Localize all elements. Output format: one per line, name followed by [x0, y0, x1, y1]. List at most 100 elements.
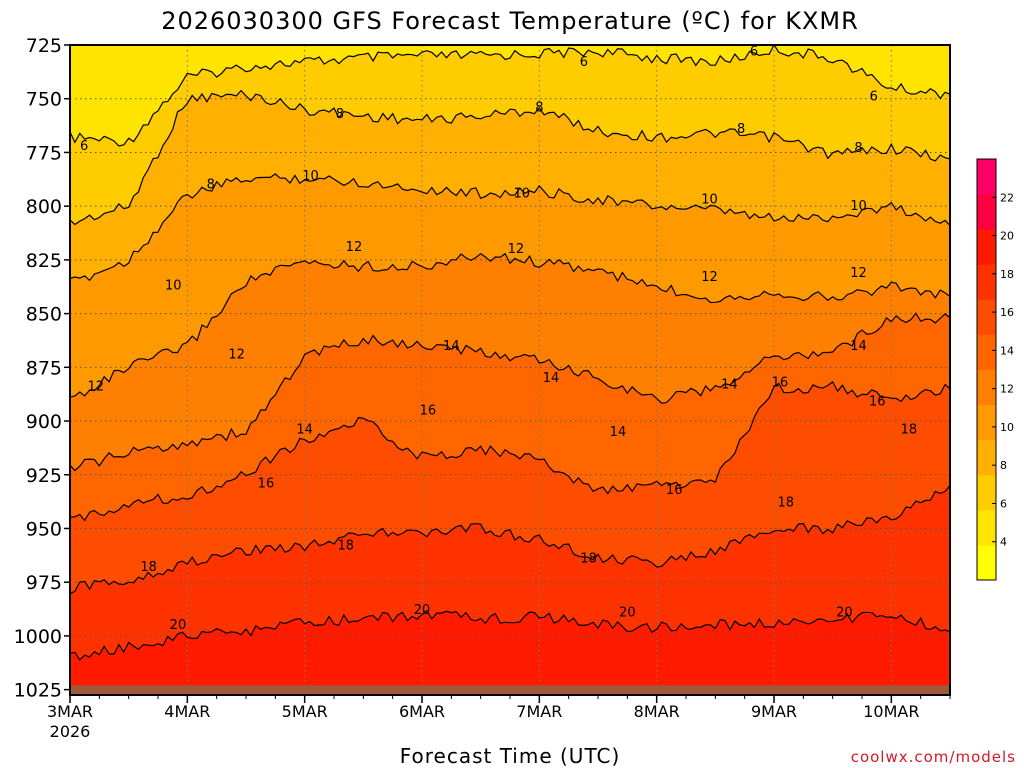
- colorbar: 4 6 8 10 12 14 16 18 20 22: [976, 158, 1014, 581]
- isotherm-label: 8: [207, 178, 215, 193]
- y-tick-label: 775: [26, 142, 62, 164]
- isotherm-label: 12: [346, 240, 363, 255]
- isotherm-label: 16: [420, 403, 437, 418]
- isotherm-label: 18: [901, 423, 918, 438]
- isotherm-label: 6: [750, 44, 758, 59]
- isotherm-label: 10: [513, 186, 530, 201]
- colorbar-swatch: [977, 369, 996, 406]
- isotherm-label: 14: [443, 339, 460, 354]
- colorbar-tick-label: 20: [1000, 230, 1014, 243]
- isotherm-label: 6: [580, 55, 588, 70]
- colorbar-swatch: [977, 439, 996, 476]
- isotherm-label: 16: [772, 375, 789, 390]
- colorbar-tick-label: 16: [1000, 306, 1014, 319]
- ground-surface: [70, 685, 950, 695]
- colorbar-swatch: [977, 544, 996, 581]
- isotherm-label: 20: [836, 605, 853, 620]
- x-tick-label: 8MAR: [634, 702, 680, 721]
- isotherm-label: 14: [721, 378, 738, 393]
- isotherm-label: 16: [258, 476, 275, 491]
- isotherm-label: 18: [140, 560, 157, 575]
- isotherm-label: 8: [737, 122, 745, 137]
- isotherm-label: 12: [508, 242, 525, 257]
- isotherm-label: 8: [535, 100, 543, 115]
- colorbar-swatch: [977, 264, 996, 300]
- isotherm-label: 12: [88, 380, 105, 395]
- colorbar-tick-label: 14: [1000, 344, 1014, 357]
- y-tick-label: 950: [26, 518, 62, 540]
- isotherm-label: 12: [228, 347, 245, 362]
- x-tick-label: 9MAR: [751, 702, 797, 721]
- colorbar-swatch: [977, 404, 996, 441]
- x-tick-label: 5MAR: [282, 702, 328, 721]
- temp-band-20: [70, 610, 950, 695]
- colorbar-swatch: [977, 474, 996, 511]
- x-tick-label: 7MAR: [516, 702, 562, 721]
- colorbar-tick-label: 12: [1000, 383, 1014, 396]
- x-tick-label: 4MAR: [164, 702, 210, 721]
- colorbar-swatch: [977, 194, 996, 230]
- isotherm-label: 14: [850, 339, 867, 354]
- grid-lines: [70, 44, 950, 695]
- colorbar-frame: [976, 158, 997, 581]
- colorbar-tick-label: 4: [1000, 536, 1007, 549]
- isotherm-label: 6: [870, 90, 878, 105]
- isotherm-label: 10: [165, 279, 182, 294]
- isotherm-6: [70, 45, 950, 147]
- isotherm-8: [70, 89, 950, 226]
- colorbar-swatch: [977, 299, 996, 335]
- isotherm-label: 20: [414, 603, 431, 618]
- isotherm-18: [70, 485, 950, 595]
- y-tick-label: 975: [26, 572, 62, 594]
- isotherm-label: 8: [336, 107, 344, 122]
- isotherm-12: [70, 252, 950, 398]
- isotherm-label: 16: [666, 483, 683, 498]
- temperature-fill-bands: [70, 45, 950, 695]
- isotherm-label: 10: [701, 193, 718, 208]
- colorbar-tick-label: 8: [1000, 459, 1007, 472]
- isotherm-16: [70, 381, 950, 522]
- isotherm-labels: 6 6 6 6 8 8 8 8 8 10 10 10 10 10 12 12 12 12 12 12 14 14 14 14 1…: [80, 44, 917, 633]
- isotherm-label: 18: [777, 496, 794, 511]
- isotherm-label: 6: [80, 139, 88, 154]
- y-tick-label: 900: [26, 411, 62, 433]
- isotherm-label: 12: [850, 266, 867, 281]
- y-tick-label: 750: [26, 89, 62, 111]
- isotherm-label: 8: [854, 141, 862, 156]
- colorbar-tick-label: 6: [1000, 497, 1007, 510]
- x-tick-label: 6MAR: [399, 702, 445, 721]
- isotherm-label: 16: [869, 395, 886, 410]
- x-axis-label: Forecast Time (UTC): [400, 744, 621, 768]
- y-tick-label: 1000: [14, 626, 62, 648]
- isotherm-label: 10: [850, 199, 867, 214]
- isotherm-label: 14: [610, 425, 627, 440]
- isotherm-20: [70, 609, 950, 661]
- isotherm-14: [70, 312, 950, 472]
- isotherm-label: 14: [543, 371, 560, 386]
- isotherm-label: 20: [170, 618, 187, 633]
- x-tick-label: 10MAR: [863, 702, 919, 721]
- isotherm-label: 18: [580, 552, 597, 567]
- x-axis: 3MAR 4MAR 5MAR 6MAR 7MAR 8MAR 9MAR 10MAR 2026: [47, 695, 951, 741]
- colorbar-swatch: [977, 229, 996, 265]
- chart-title: 2026030300 GFS Forecast Temperature (ºC)…: [161, 7, 859, 35]
- y-tick-label: 875: [26, 357, 62, 379]
- y-tick-label: 925: [26, 465, 62, 487]
- isotherm-label: 12: [701, 270, 718, 285]
- y-tick-label: 800: [26, 196, 62, 218]
- x-tick-label: 3MAR: [47, 702, 93, 721]
- isotherm-label: 14: [296, 423, 313, 438]
- x-tick-year: 2026: [50, 722, 91, 741]
- colorbar-swatch: [977, 159, 996, 195]
- isotherm-label: 20: [619, 605, 636, 620]
- y-tick-label: 725: [26, 35, 62, 57]
- colorbar-swatch: [977, 509, 996, 546]
- y-tick-label: 1025: [14, 680, 62, 702]
- y-axis: 725 750 775 800 825 850 875 900 925 950 975 1000 102…: [14, 35, 70, 702]
- isotherm-label: 10: [302, 169, 319, 184]
- colorbar-swatch: [977, 334, 996, 370]
- colorbar-tick-label: 10: [1000, 421, 1014, 434]
- credit-link[interactable]: coolwx.com/models: [851, 748, 1016, 766]
- colorbar-tick-label: 22: [1000, 191, 1014, 204]
